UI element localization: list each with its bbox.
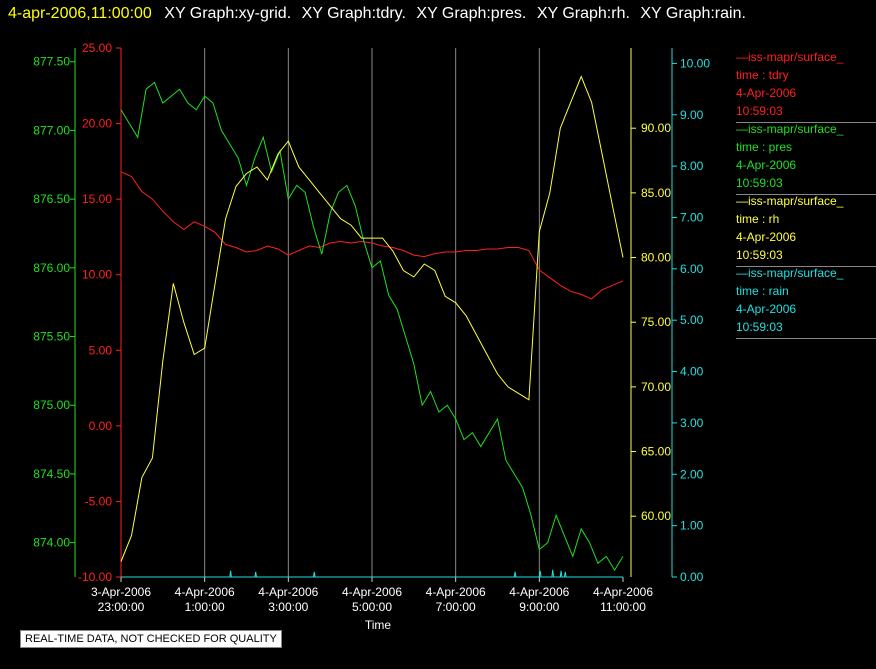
x-tick-label: 4-Apr-2006 [426,585,486,599]
title-graph-xy-grid: XY Graph:xy-grid. [164,5,292,22]
y-tick-label-pres: 874.50 [33,467,70,481]
series-line-rh [120,75,624,562]
y-tick-label-tdry: 0.00 [89,419,113,433]
legend-source: —iss-mapr/surface_ [736,194,844,208]
legend-source: —iss-mapr/surface_ [736,266,844,280]
y-tick-label-pres: 875.00 [33,398,70,412]
title-graph-rh: XY Graph:rh. [536,5,630,22]
x-tick-label: 11:00:00 [600,600,646,614]
y-tick-label-pres: 875.50 [33,330,70,344]
series-line-tdry [120,171,624,300]
title-bar: 4-apr-2006,11:00:00 XY Graph:xy-grid. XY… [8,3,752,25]
legend-tdry: —iss-mapr/surface_ time : tdry 4-Apr-200… [736,48,876,123]
y-tick-label-rh: 70.00 [641,380,671,394]
y-tick-label-tdry: 20.00 [82,117,112,131]
legend-date: 4-Apr-2006 [736,302,797,316]
y-tick-label-tdry: -5.00 [85,494,113,508]
y-tick-label-rain: 3.00 [680,416,704,430]
y-tick-label-tdry: 10.00 [82,268,112,282]
x-tick-label: 4-Apr-2006 [258,585,318,599]
y-tick-label-rain: 6.00 [680,262,704,276]
y-tick-label-rain: 5.00 [680,313,704,327]
legend-time: 10:59:03 [736,104,783,118]
legend-var: time : rain [736,284,789,298]
legend-date: 4-Apr-2006 [736,86,797,100]
legend-var: time : pres [736,140,793,154]
title-graph-tdry: XY Graph:tdry. [301,5,406,22]
title-graph-pres: XY Graph:pres. [416,5,527,22]
y-tick-label-rain: 7.00 [680,210,704,224]
series-line-rain [121,569,623,578]
legend-rain: —iss-mapr/surface_ time : rain 4-Apr-200… [736,264,876,339]
x-tick-label: 23:00:00 [98,600,145,614]
y-tick-label-rain: 4.00 [680,365,704,379]
x-tick-label: 4-Apr-2006 [593,585,653,599]
legend-time: 10:59:03 [736,176,783,190]
y-tick-label-pres: 877.50 [33,55,70,69]
y-tick-label-rh: 60.00 [641,509,671,523]
y-tick-label-rh: 80.00 [641,251,671,265]
y-tick-label-rh: 90.00 [641,121,671,135]
x-tick-label: 3-Apr-2006 [91,585,151,599]
legend-source: —iss-mapr/surface_ [736,50,844,64]
y-tick-label-rh: 85.00 [641,186,671,200]
y-tick-label-pres: 874.00 [33,536,70,550]
series-line-pres [120,81,624,572]
y-tick-label-tdry: 15.00 [82,192,112,206]
legend-var: time : tdry [736,68,789,82]
y-tick-label-rain: 0.00 [680,570,704,584]
y-tick-label-rain: 1.00 [680,519,704,533]
x-tick-label: 1:00:00 [185,600,225,614]
legend-date: 4-Apr-2006 [736,158,797,172]
legend-date: 4-Apr-2006 [736,230,797,244]
y-tick-label-pres: 877.00 [33,123,70,137]
legend-rh: —iss-mapr/surface_ time : rh 4-Apr-2006 … [736,192,876,267]
x-tick-label: 9:00:00 [519,600,559,614]
quality-disclaimer: REAL-TIME DATA, NOT CHECKED FOR QUALITY [20,630,282,648]
legend-time: 10:59:03 [736,320,783,334]
x-tick-label: 7:00:00 [436,600,476,614]
x-tick-label: 4-Apr-2006 [175,585,235,599]
y-tick-label-tdry: 25.00 [82,41,112,55]
y-tick-label-pres: 876.00 [33,261,70,275]
y-tick-label-pres: 876.50 [33,192,70,206]
x-axis-title: Time [365,618,392,632]
y-tick-label-rain: 9.00 [680,108,704,122]
y-tick-label-rh: 65.00 [641,445,671,459]
y-tick-label-rain: 8.00 [680,159,704,173]
legend-pres: —iss-mapr/surface_ time : pres 4-Apr-200… [736,120,876,195]
x-tick-label: 5:00:00 [352,600,392,614]
x-tick-label: 3:00:00 [268,600,308,614]
title-graph-rain: XY Graph:rain. [640,5,746,22]
y-tick-label-rh: 75.00 [641,315,671,329]
x-tick-label: 4-Apr-2006 [509,585,569,599]
y-tick-label-rain: 10.00 [680,56,710,70]
title-timestamp: 4-apr-2006,11:00:00 [8,5,152,22]
legend-time: 10:59:03 [736,248,783,262]
legend-var: time : rh [736,212,780,226]
y-tick-label-tdry: 5.00 [89,343,113,357]
legend-source: —iss-mapr/surface_ [736,122,844,136]
y-tick-label-tdry: -10.00 [78,570,112,584]
y-tick-label-rain: 2.00 [680,467,704,481]
x-tick-label: 4-Apr-2006 [342,585,402,599]
